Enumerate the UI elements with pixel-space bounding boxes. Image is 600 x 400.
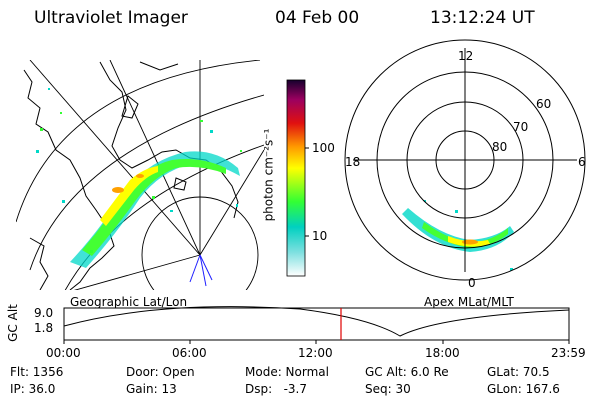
status-door: Door: Open [126, 365, 195, 379]
mlat-label-70: 70 [513, 120, 529, 134]
colorbar [286, 79, 306, 277]
aurora-band-geo [36, 88, 242, 268]
timeline-xtick-2359: 23:59 [551, 346, 586, 360]
timeline-ylabel: GC Alt [5, 304, 20, 342]
lat-arc [16, 60, 261, 223]
time-label: 13:12:24 UT [430, 8, 535, 28]
status-mode: Mode: Normal [245, 365, 329, 379]
status-flt: Flt: 1356 [10, 365, 64, 379]
mlt-label-6: 6 [578, 155, 586, 169]
colorbar-tick-10: 10 [312, 229, 328, 243]
date-label: 04 Feb 00 [275, 8, 360, 28]
status-ip: IP: 36.0 [10, 382, 56, 396]
timeline-xtick-1800: 18:00 [425, 346, 460, 360]
status-gain: Gain: 13 [126, 382, 177, 396]
altitude-curve [63, 306, 570, 337]
status-dsp: Dsp: -3.7 [245, 382, 308, 396]
mlt-label-18: 18 [345, 155, 361, 169]
status-seq: Seq: 30 [365, 382, 411, 396]
mlt-label-0: 0 [468, 276, 476, 290]
timeline-xtick-0600: 06:00 [172, 346, 207, 360]
status-glon: GLon: 167.6 [487, 382, 560, 396]
map-content [16, 60, 264, 290]
altitude-timeline [63, 306, 570, 344]
right-panel-caption: Apex MLat/MLT [424, 295, 514, 309]
status-gc-alt: GC Alt: 6.0 Re [365, 365, 449, 379]
timeline-ytick-bottom: 1.8 [34, 321, 54, 335]
mlat-label-60: 60 [536, 97, 552, 111]
instrument-title: Ultraviolet Imager [34, 8, 188, 28]
colorbar-tick-100: 100 [312, 141, 335, 155]
timeline-xtick-1200: 12:00 [298, 346, 333, 360]
lat-arc [29, 94, 264, 271]
polar-ring-outer [344, 39, 586, 281]
polar-plot [344, 39, 586, 281]
left-panel-caption: Geographic Lat/Lon [70, 295, 188, 309]
status-glat: GLat: 70.5 [487, 365, 550, 379]
timeline-frame [63, 307, 570, 341]
timeline-xtick-0000: 00:00 [46, 346, 81, 360]
mlt-label-12: 12 [458, 49, 474, 63]
timeline-ytick-top: 9.0 [34, 306, 54, 320]
mlat-label-80: 80 [492, 140, 508, 154]
colorbar-unit-label: photon cm⁻²s⁻¹ [261, 128, 276, 222]
